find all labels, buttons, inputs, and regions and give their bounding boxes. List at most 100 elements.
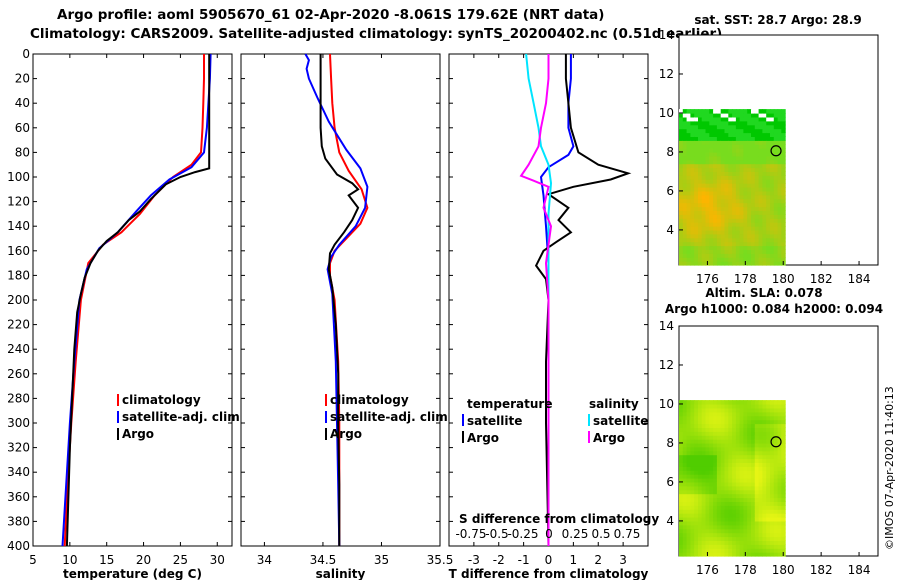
heatmap-cell: [682, 411, 688, 417]
heatmap-cell: [679, 151, 684, 157]
heatmap-cell: [705, 489, 710, 495]
heatmap-cell: [766, 481, 771, 487]
heatmap-cell: [716, 524, 722, 530]
heatmap-cell: [716, 245, 722, 250]
heatmap-cell: [777, 454, 782, 460]
heatmap-cell: [686, 544, 691, 549]
heatmap-cell: [739, 113, 744, 118]
heatmap-cell: [698, 202, 703, 208]
heatmap-cell: [770, 489, 775, 495]
heatmap-cell: [739, 485, 744, 491]
heatmap-cell: [766, 431, 771, 436]
heatmap-cell: [716, 171, 722, 176]
heatmap-cell: [766, 218, 771, 223]
heatmap-cell: [698, 489, 703, 495]
heatmap-cell: [781, 124, 786, 130]
heatmap-cell: [762, 435, 767, 440]
heatmap-cell: [724, 249, 729, 254]
heatmap-cell: [758, 431, 763, 436]
heatmap-cell: [762, 501, 767, 506]
heatmap-cell: [698, 128, 703, 134]
heatmap-cell: [773, 415, 779, 421]
heatmap-cell: [751, 470, 756, 475]
heatmap-cell: [732, 411, 737, 417]
heatmap-cell: [705, 175, 710, 180]
heatmap-cell: [694, 233, 699, 239]
y-tick-label: 280: [7, 391, 30, 405]
heatmap-cell: [732, 419, 737, 425]
heatmap-cell: [781, 222, 786, 227]
heatmap-cell: [758, 544, 763, 549]
heatmap-cell: [705, 163, 710, 169]
heatmap-cell: [716, 253, 722, 258]
heatmap-cell: [766, 404, 771, 409]
y-tick-label: 60: [15, 121, 30, 135]
heatmap-cell: [754, 109, 760, 114]
heatmap-cell: [758, 423, 763, 428]
heatmap-cell: [690, 497, 695, 502]
heatmap-cell: [735, 493, 741, 499]
heatmap-cell: [728, 179, 733, 184]
heatmap-cell: [770, 446, 775, 452]
heatmap-cell: [751, 190, 756, 196]
heatmap-cell: [694, 497, 699, 502]
heatmap-cell: [770, 229, 775, 235]
heatmap-cell: [732, 446, 737, 452]
heatmap-cell: [751, 450, 756, 456]
heatmap-cell: [770, 411, 775, 417]
heatmap-cell: [773, 544, 779, 549]
heatmap-cell: [694, 148, 699, 153]
x-tick-label: 180: [772, 563, 795, 577]
heatmap-cell: [728, 404, 733, 409]
heatmap-cell: [732, 214, 737, 219]
heatmap-cell: [781, 470, 786, 475]
heatmap-cell: [754, 431, 760, 436]
heatmap-cell: [777, 407, 782, 413]
heatmap-cell: [679, 528, 684, 534]
heatmap-cell: [716, 179, 722, 184]
heatmap-cell: [754, 497, 760, 502]
heatmap-cell: [701, 505, 707, 510]
heatmap-cell: [690, 478, 695, 483]
heatmap-cell: [705, 528, 710, 534]
heatmap-cell: [773, 226, 779, 231]
heatmap-cell: [739, 132, 744, 137]
heatmap-cell: [694, 493, 699, 499]
secondary-tick-label: -0.25: [507, 527, 538, 541]
heatmap-cell: [682, 407, 688, 413]
heatmap-cell: [739, 400, 744, 405]
heatmap-cell: [690, 194, 695, 200]
heatmap-cell: [709, 151, 714, 157]
heatmap-cell: [735, 113, 741, 118]
heatmap-cell: [716, 144, 722, 149]
heatmap-cell: [686, 167, 691, 172]
heatmap-cell: [713, 540, 718, 545]
heatmap-cell: [728, 481, 733, 487]
heatmap-cell: [690, 241, 695, 247]
heatmap-cell: [728, 261, 733, 266]
heatmap-cell: [766, 540, 771, 545]
heatmap-cell: [709, 179, 714, 184]
heatmap-cell: [690, 517, 695, 522]
heatmap-cell: [679, 113, 684, 118]
heatmap-cell: [698, 136, 703, 141]
heatmap-cell: [709, 226, 714, 231]
heatmap-cell: [690, 532, 695, 538]
heatmap-cell: [724, 113, 729, 118]
heatmap-cell: [728, 257, 733, 262]
heatmap-cell: [679, 132, 684, 137]
heatmap-cell: [728, 206, 733, 211]
heatmap-cell: [728, 548, 733, 553]
heatmap-cell: [694, 427, 699, 432]
heatmap-cell: [739, 171, 744, 176]
heatmap-cell: [762, 524, 767, 530]
heatmap-cell: [705, 536, 710, 541]
heatmap-cell: [777, 136, 782, 141]
heatmap-cell: [754, 540, 760, 545]
heatmap-cell: [743, 194, 748, 200]
heatmap-cell: [690, 179, 695, 184]
heatmap-cell: [679, 109, 684, 114]
heatmap-cell: [739, 548, 744, 553]
heatmap-cell: [709, 540, 714, 545]
heatmap-cell: [686, 458, 691, 463]
